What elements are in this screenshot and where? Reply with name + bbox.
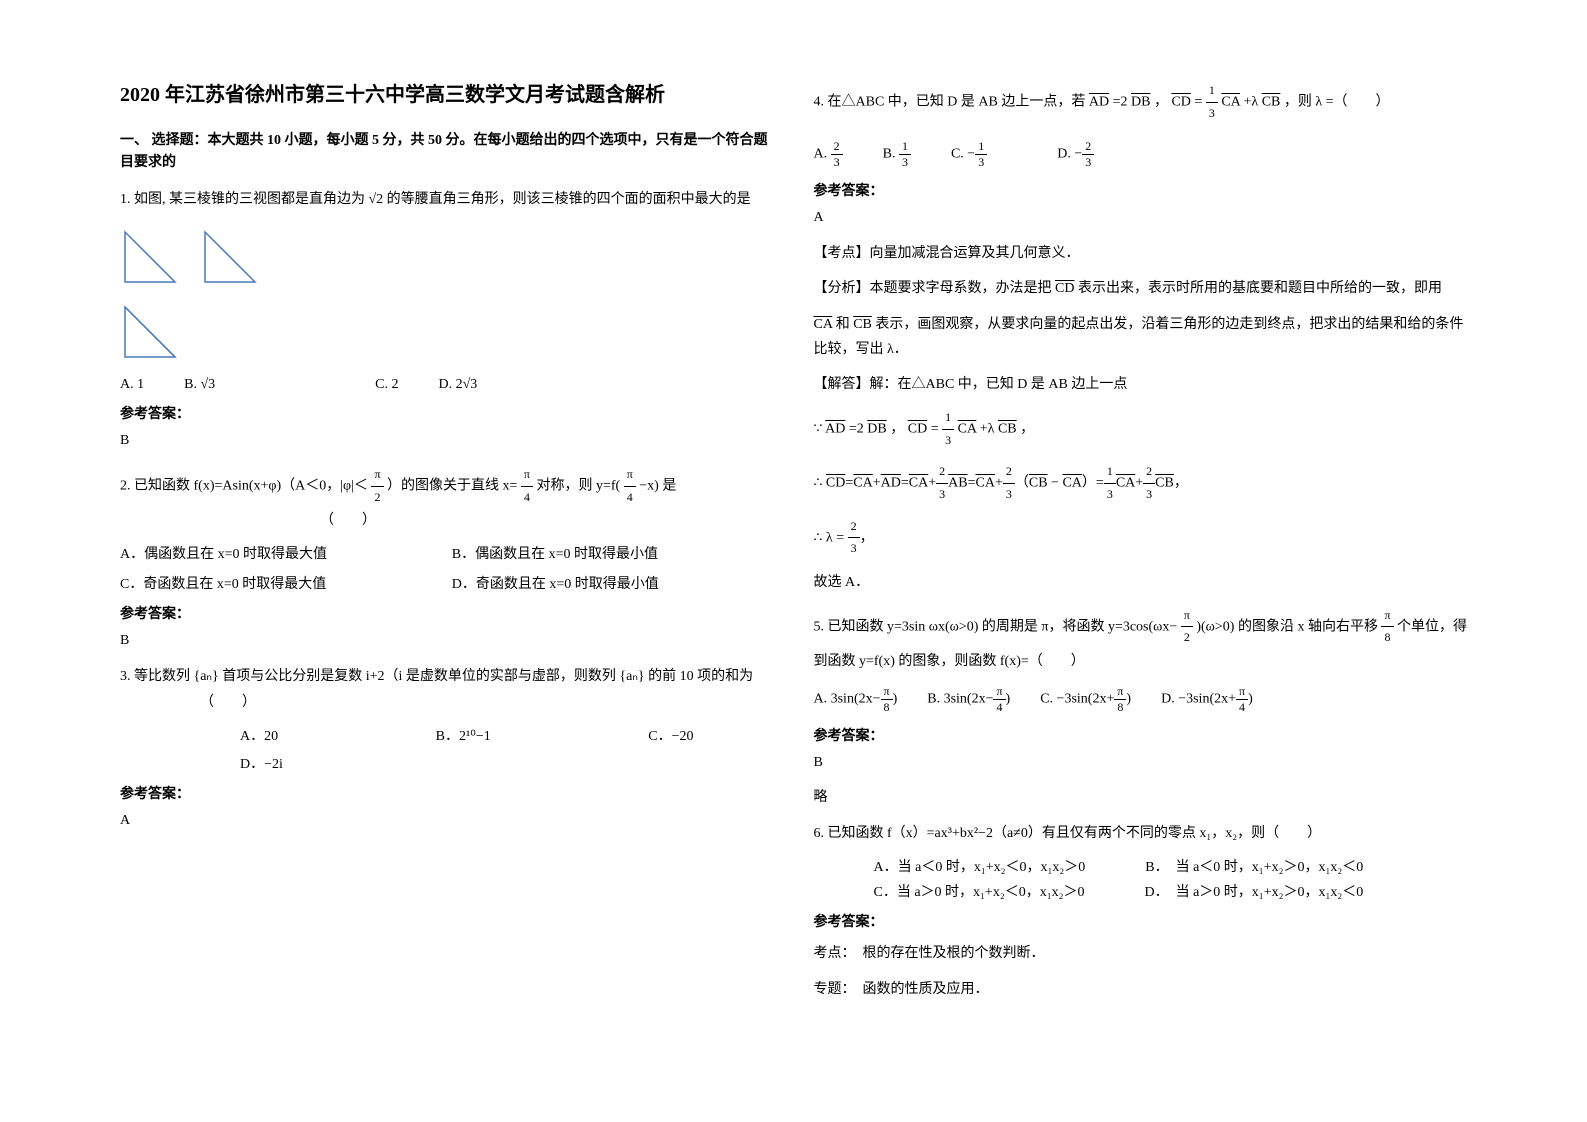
q2-text-post: 对称，则 y=f( xyxy=(536,478,620,493)
q4-step3: ∴ λ = 23， xyxy=(814,516,1468,560)
frac-1-3: 13 xyxy=(1206,80,1218,124)
q4-kaodian: 【考点】向量加减混合运算及其几何意义． xyxy=(814,241,1468,266)
q3-optA: A．20 xyxy=(240,725,278,745)
q5-optC: C. −3sin(2x+π8) xyxy=(1040,684,1131,715)
q6-zhuanti: 专题： 函数的性质及应用． xyxy=(814,977,1468,1002)
q2-text-pre: 2. 已知函数 f(x)=Asin(x+φ)（A＜0，|φ|＜ xyxy=(120,478,368,493)
q6-optC: C．当 a＞0 时，x₁+x₂＜0，x₁x₂＞0 xyxy=(874,881,1085,901)
q2-text-mid: ）的图像关于直线 x= xyxy=(387,478,517,493)
section-header: 一、 选择题：本大题共 10 小题，每小题 5 分，共 50 分。在每小题给出的… xyxy=(120,130,774,175)
q2-optD: D．奇函数且在 x=0 时取得最小值 xyxy=(452,573,774,593)
q1-text: 1. 如图, 某三棱锥的三视图都是直角边为 √2 的等腰直角三角形，则该三棱锥的… xyxy=(120,192,751,207)
vec-AD: AD xyxy=(1089,94,1109,109)
vec-CA-2: CA xyxy=(814,317,833,332)
question-4: 4. 在△ABC 中，已知 D 是 AB 边上一点，若 AD =2 DB ， C… xyxy=(814,80,1468,124)
q1-optD: D. 2√3 xyxy=(439,377,478,393)
q6-optA: A．当 a＜0 时，x₁+x₂＜0，x₁x₂＞0 xyxy=(874,856,1086,876)
q4-text-mid2: ， xyxy=(1154,94,1168,109)
q4-options: A. 23 B. 13 C. −13 D. −23 xyxy=(814,139,1468,170)
q1-optB: B. √3 xyxy=(184,377,215,393)
q5-text-pre: 5. 已知函数 y=3sin ωx(ω>0) 的周期是 π，将函数 y=3cos… xyxy=(814,619,1178,634)
q4-optD: D. −23 xyxy=(1057,139,1094,170)
question-6: 6. 已知函数 f（x）=ax³+bx²−2（a≠0）有且仅有两个不同的零点 x… xyxy=(814,821,1468,846)
q2-paren: （ ） xyxy=(320,513,376,528)
frac-pi-4b: π4 xyxy=(624,464,636,508)
q2-answer: B xyxy=(120,633,774,649)
q5-optD: D. −3sin(2x+π4) xyxy=(1161,684,1253,715)
q1-figures xyxy=(120,227,774,287)
q4-text-post: ，则 λ =（ ） xyxy=(1284,94,1390,109)
vec-CB-2: CB xyxy=(853,317,872,332)
q1-answer-label: 参考答案： xyxy=(120,403,774,423)
question-2: 2. 已知函数 f(x)=Asin(x+φ)（A＜0，|φ|＜ π2 ）的图像关… xyxy=(120,464,774,533)
q5-text-mid: )(ω>0) 的图象沿 x 轴向右平移 xyxy=(1196,619,1381,634)
triangle-icon-3 xyxy=(120,302,180,362)
q4-optC: C. −13 xyxy=(951,139,987,170)
q2-optA: A．偶函数且在 x=0 时取得最大值 xyxy=(120,543,442,563)
q3-options-row1: A．20 B．2¹⁰−1 C．−20 xyxy=(120,725,774,745)
vec-CB: CB xyxy=(1262,94,1281,109)
q6-options-row1: A．当 a＜0 时，x₁+x₂＜0，x₁x₂＞0 B． 当 a＜0 时，x₁+x… xyxy=(874,856,1468,876)
q5-answer: B xyxy=(814,755,1468,771)
q4-optB: B. 13 xyxy=(883,139,911,170)
q4-answer: A xyxy=(814,210,1468,226)
triangle-icon-2 xyxy=(200,227,260,287)
question-1: 1. 如图, 某三棱锥的三视图都是直角边为 √2 的等腰直角三角形，则该三棱锥的… xyxy=(120,187,774,212)
q2-optC: C．奇函数且在 x=0 时取得最大值 xyxy=(120,573,442,593)
q5-options: A. 3sin(2x−π8) B. 3sin(2x−π4) C. −3sin(2… xyxy=(814,684,1468,715)
q5-optB: B. 3sin(2x−π4) xyxy=(927,684,1010,715)
q3-answer-label: 参考答案： xyxy=(120,783,774,803)
q4-jieda: 【解答】解：在△ABC 中，已知 D 是 AB 边上一点 xyxy=(814,372,1468,397)
q2-text-end: −x) 是 xyxy=(639,478,676,493)
q6-optB: B． 当 a＜0 时，x₁+x₂＞0，x₁x₂＜0 xyxy=(1145,856,1363,876)
q5-lue: 略 xyxy=(814,786,1468,806)
frac-pi-2: π2 xyxy=(371,464,383,508)
q5-answer-label: 参考答案： xyxy=(814,725,1468,745)
document-title: 2020 年江苏省徐州市第三十六中学高三数学文月考试题含解析 xyxy=(120,80,774,110)
q4-text-mid3: = xyxy=(1194,94,1205,109)
q3-optB: B．2¹⁰−1 xyxy=(436,725,491,745)
q1-figures-2 xyxy=(120,302,774,362)
q5-optA: A. 3sin(2x−π8) xyxy=(814,684,898,715)
left-column: 2020 年江苏省徐州市第三十六中学高三数学文月考试题含解析 一、 选择题：本大… xyxy=(100,80,794,1082)
q3-optD: D．−2i xyxy=(240,757,283,772)
vec-CA: CA xyxy=(1221,94,1240,109)
triangle-icon-1 xyxy=(120,227,180,287)
q6-options-row2: C．当 a＞0 时，x₁+x₂＜0，x₁x₂＞0 D． 当 a＞0 时，x₁+x… xyxy=(874,881,1468,901)
q6-answer-label: 参考答案： xyxy=(814,911,1468,931)
q1-optA: A. 1 xyxy=(120,377,144,393)
q4-step2: ∴ CD=CA+AD=CA+23AB=CA+23（CB − CA）=13CA+2… xyxy=(814,461,1468,505)
q4-step1: ∵ AD =2 DB ， CD = 13 CA +λ CB ， xyxy=(814,407,1468,451)
q1-options: A. 1 B. √3 C. 2 D. 2√3 xyxy=(120,377,774,393)
q4-text-mid: =2 xyxy=(1113,94,1128,109)
q4-answer-label: 参考答案： xyxy=(814,180,1468,200)
q3-optC: C．−20 xyxy=(648,725,693,745)
q4-text-mid4: +λ xyxy=(1244,94,1259,109)
q4-optA: A. 23 xyxy=(814,139,843,170)
q4-fenxi2: CA 和 CB 表示，画图观察，从要求向量的起点出发，沿着三角形的边走到终点，把… xyxy=(814,312,1468,362)
q1-answer: B xyxy=(120,433,774,449)
q6-optD: D． 当 a＞0 时，x₁+x₂＞0，x₁x₂＜0 xyxy=(1144,881,1363,901)
q2-options: A．偶函数且在 x=0 时取得最大值 B．偶函数且在 x=0 时取得最小值 C．… xyxy=(120,543,774,593)
q4-guxuan: 故选 A． xyxy=(814,570,1468,595)
q6-kaodian: 考点： 根的存在性及根的个数判断． xyxy=(814,941,1468,966)
q1-optC: C. 2 xyxy=(375,377,398,393)
vec-CD-2: CD xyxy=(1055,281,1074,296)
q2-optB: B．偶函数且在 x=0 时取得最小值 xyxy=(452,543,774,563)
question-5: 5. 已知函数 y=3sin ωx(ω>0) 的周期是 π，将函数 y=3cos… xyxy=(814,605,1468,674)
question-3: 3. 等比数列 {aₙ} 首项与公比分别是复数 i+2（i 是虚数单位的实部与虚… xyxy=(120,664,774,714)
q3-paren: （ ） xyxy=(200,695,256,710)
vec-DB: DB xyxy=(1131,94,1150,109)
q3-options-row2: D．−2i xyxy=(120,753,774,773)
vec-CD: CD xyxy=(1171,94,1190,109)
q4-text-pre: 4. 在△ABC 中，已知 D 是 AB 边上一点，若 xyxy=(814,94,1089,109)
q4-fenxi: 【分析】本题要求字母系数，办法是把 CD 表示出来，表示时所用的基底要和题目中所… xyxy=(814,276,1468,301)
q2-answer-label: 参考答案： xyxy=(120,603,774,623)
right-column: 4. 在△ABC 中，已知 D 是 AB 边上一点，若 AD =2 DB ， C… xyxy=(794,80,1488,1082)
frac-pi-4: π4 xyxy=(521,464,533,508)
q3-text: 3. 等比数列 {aₙ} 首项与公比分别是复数 i+2（i 是虚数单位的实部与虚… xyxy=(120,669,753,684)
q3-answer: A xyxy=(120,813,774,829)
